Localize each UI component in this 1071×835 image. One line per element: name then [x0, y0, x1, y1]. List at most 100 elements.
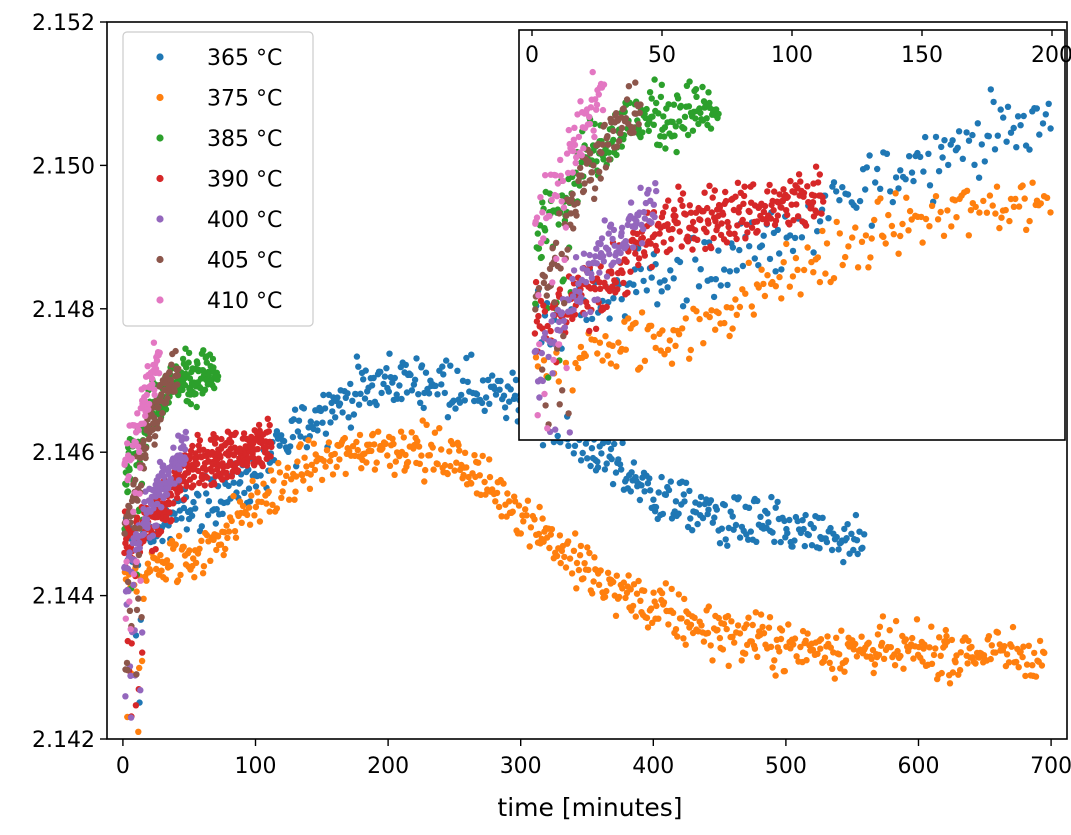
data-point: [802, 511, 809, 519]
data-point: [417, 399, 424, 406]
data-point: [894, 647, 901, 655]
data-point: [691, 614, 698, 621]
inset-data-point: [601, 121, 608, 129]
inset-data-point: [542, 402, 549, 409]
data-point: [254, 489, 261, 496]
data-point: [237, 479, 244, 486]
inset-data-point: [615, 257, 622, 265]
inset-data-point: [770, 207, 777, 214]
data-point: [777, 538, 784, 546]
data-point: [293, 473, 300, 480]
inset-data-point: [674, 95, 682, 102]
inset-data-point: [683, 297, 690, 304]
data-point: [461, 397, 468, 404]
inset-data-point: [643, 105, 650, 113]
inset-data-point: [868, 222, 875, 229]
data-point: [643, 614, 651, 622]
inset-data-point: [578, 152, 585, 159]
data-point: [155, 370, 163, 377]
data-point: [276, 469, 284, 476]
legend-label: 385 °C: [207, 127, 282, 152]
inset-data-point: [804, 183, 811, 190]
inset-data-point: [699, 83, 706, 91]
inset-data-point: [649, 113, 656, 120]
inset-data-point: [675, 331, 683, 338]
x-tick-label: 300: [500, 754, 542, 779]
inset-data-point: [783, 240, 790, 248]
data-point: [607, 445, 615, 453]
inset-data-point: [636, 364, 644, 371]
data-point: [210, 536, 217, 543]
data-point: [965, 637, 972, 645]
data-point: [121, 530, 128, 537]
data-point: [946, 680, 954, 687]
inset-data-point: [599, 106, 607, 114]
data-point: [732, 521, 740, 529]
data-point: [185, 359, 192, 366]
data-point: [579, 449, 586, 457]
inset-data-point: [812, 163, 820, 170]
inset-data-point: [618, 124, 626, 132]
inset-data-point: [600, 81, 608, 88]
data-point: [909, 634, 916, 642]
data-point: [307, 418, 314, 425]
data-point: [880, 655, 888, 662]
inset-data-point: [823, 240, 831, 247]
inset-data-point: [648, 322, 655, 329]
inset-data-point: [559, 177, 567, 185]
data-point: [489, 372, 496, 379]
data-point: [182, 428, 189, 436]
inset-data-point: [565, 410, 572, 417]
y-tick-label: 2.142: [32, 728, 95, 753]
data-point: [681, 498, 688, 505]
data-point: [588, 445, 596, 452]
inset-data-point: [998, 214, 1005, 221]
data-point: [123, 519, 130, 526]
inset-data-point: [758, 266, 765, 273]
data-point: [218, 435, 225, 443]
inset-data-point: [585, 158, 592, 165]
inset-data-point: [636, 109, 643, 117]
data-point: [230, 492, 237, 500]
data-point: [257, 472, 264, 479]
data-point: [150, 339, 158, 346]
data-point: [265, 428, 272, 435]
data-point: [322, 430, 330, 437]
inset-data-point: [635, 261, 642, 269]
inset-data-point: [983, 209, 991, 216]
data-point: [172, 541, 179, 548]
y-axis: 2.142 2.144 2.146 2.148 2.150 2.152: [32, 11, 107, 753]
y-tick-label: 2.152: [32, 11, 95, 36]
data-point: [450, 397, 457, 404]
inset-data-point: [941, 137, 948, 144]
inset-data-point: [540, 235, 547, 242]
data-point: [662, 491, 670, 498]
inset-data-point: [568, 195, 575, 203]
inset-data-point: [662, 203, 669, 210]
inset-data-point: [908, 169, 916, 176]
inset-data-point: [632, 319, 639, 327]
inset-data-point: [897, 167, 904, 174]
data-point: [142, 454, 149, 462]
inset-data-point: [731, 230, 738, 237]
data-point: [619, 585, 626, 592]
data-point: [509, 508, 516, 515]
inset-data-point: [555, 378, 562, 385]
inset-data-point: [676, 228, 683, 235]
inset-data-point: [552, 239, 560, 246]
data-point: [267, 453, 274, 460]
data-point: [824, 633, 831, 640]
data-point: [778, 627, 786, 634]
data-point: [224, 534, 231, 542]
data-point: [874, 631, 882, 638]
data-point: [932, 645, 939, 652]
data-point: [368, 447, 375, 455]
inset-data-point: [751, 255, 758, 262]
data-point: [172, 347, 179, 355]
data-point: [382, 440, 389, 447]
inset-data-point: [665, 197, 672, 204]
data-point: [371, 441, 378, 448]
data-point: [669, 609, 677, 616]
data-point: [311, 466, 319, 474]
inset-data-point: [693, 308, 700, 315]
